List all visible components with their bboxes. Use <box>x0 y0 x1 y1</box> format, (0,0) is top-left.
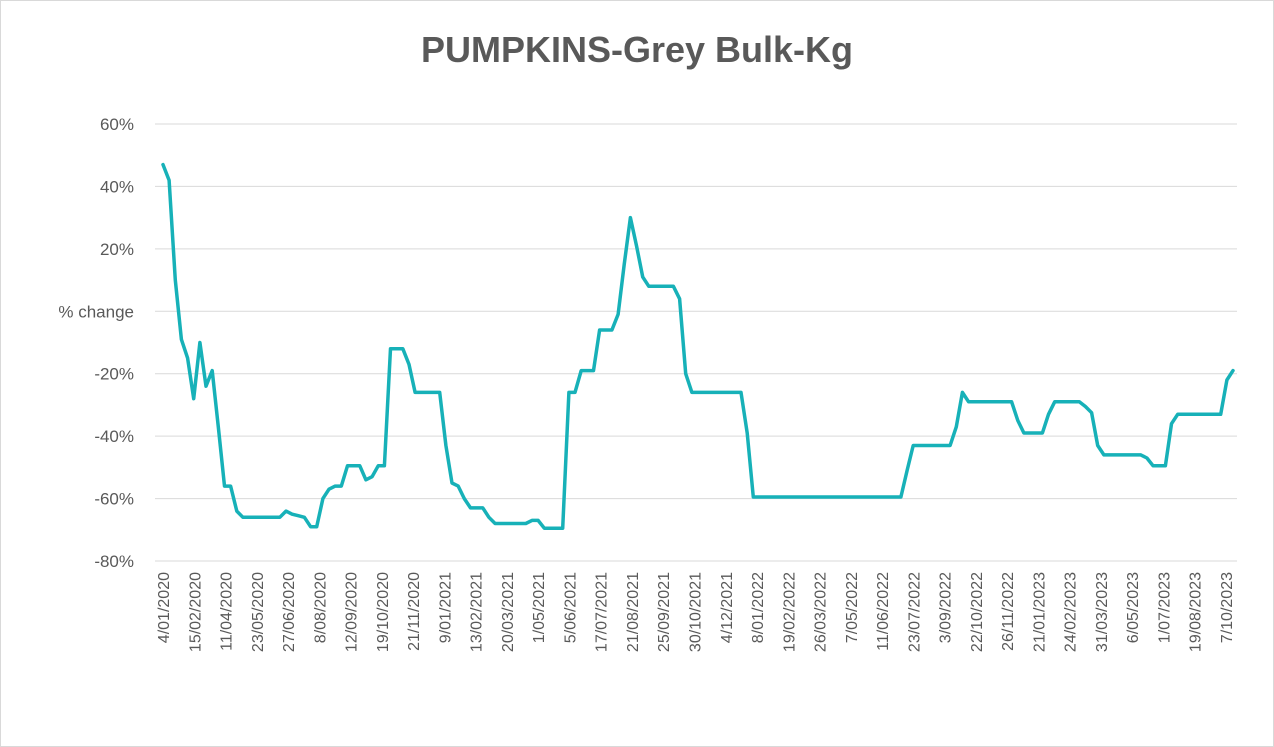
x-tick-label: 22/10/2022 <box>969 572 986 652</box>
x-tick-label: 12/09/2020 <box>344 572 361 652</box>
x-tick-label: 30/10/2021 <box>688 572 705 652</box>
x-tick-label: 19/10/2020 <box>375 572 392 652</box>
y-tick-label: -80% <box>94 552 134 571</box>
x-tick-label: 3/09/2022 <box>938 572 955 643</box>
x-tick-label: 13/02/2021 <box>469 572 486 652</box>
x-tick-label: 25/09/2021 <box>656 572 673 652</box>
x-tick-label: 21/01/2023 <box>1031 572 1048 652</box>
y-tick-label: 40% <box>100 177 134 196</box>
x-tick-label: 26/03/2022 <box>813 572 830 652</box>
x-tick-label: 8/01/2022 <box>750 572 767 643</box>
x-tick-label: 31/03/2023 <box>1094 572 1111 652</box>
x-tick-label: 21/11/2020 <box>406 572 423 651</box>
x-tick-label: 4/01/2020 <box>156 572 173 643</box>
y-axis-label: % change <box>58 302 134 321</box>
series-lines <box>161 162 1235 530</box>
gridlines <box>155 123 1237 562</box>
x-tick-label: 24/02/2023 <box>1063 572 1080 652</box>
y-tick-label: -20% <box>94 365 134 384</box>
x-tick-label: 20/03/2021 <box>500 572 517 652</box>
x-tick-label: 27/06/2020 <box>281 572 298 652</box>
y-axis-ticks: 60% 40% 20% % change -20% -40% -60% -80% <box>58 115 134 571</box>
x-tick-label: 17/07/2021 <box>594 572 611 652</box>
series-line <box>161 162 1235 530</box>
x-tick-label: 19/02/2022 <box>781 572 798 652</box>
y-tick-label: -60% <box>94 490 134 509</box>
x-tick-label: 1/05/2021 <box>531 572 548 643</box>
x-tick-label: 15/02/2020 <box>187 572 204 652</box>
x-tick-label: 23/05/2020 <box>250 572 267 652</box>
x-tick-label: 5/06/2021 <box>562 572 579 643</box>
x-tick-label: 11/06/2022 <box>875 572 892 651</box>
x-tick-label: 7/10/2023 <box>1219 572 1236 643</box>
x-tick-label: 8/08/2020 <box>312 572 329 643</box>
y-tick-label: 60% <box>100 115 134 134</box>
x-tick-label: 7/05/2022 <box>844 572 861 643</box>
chart-title: PUMPKINS-Grey Bulk-Kg <box>421 29 853 70</box>
y-tick-label: 20% <box>100 240 134 259</box>
x-tick-label: 9/01/2021 <box>437 572 454 643</box>
x-tick-label: 4/12/2021 <box>719 572 736 643</box>
x-tick-label: 19/08/2023 <box>1188 572 1205 652</box>
x-tick-label: 11/04/2020 <box>219 572 236 651</box>
x-tick-label: 1/07/2023 <box>1156 572 1173 643</box>
x-axis-ticks: 4/01/2020 15/02/2020 11/04/2020 23/05/2020 2… <box>156 572 1236 652</box>
y-tick-label: -40% <box>94 427 134 446</box>
x-tick-label: 23/07/2022 <box>906 572 923 652</box>
x-tick-label: 6/05/2023 <box>1125 572 1142 643</box>
x-tick-label: 21/08/2021 <box>625 572 642 652</box>
x-tick-label: 26/11/2022 <box>1000 572 1017 651</box>
